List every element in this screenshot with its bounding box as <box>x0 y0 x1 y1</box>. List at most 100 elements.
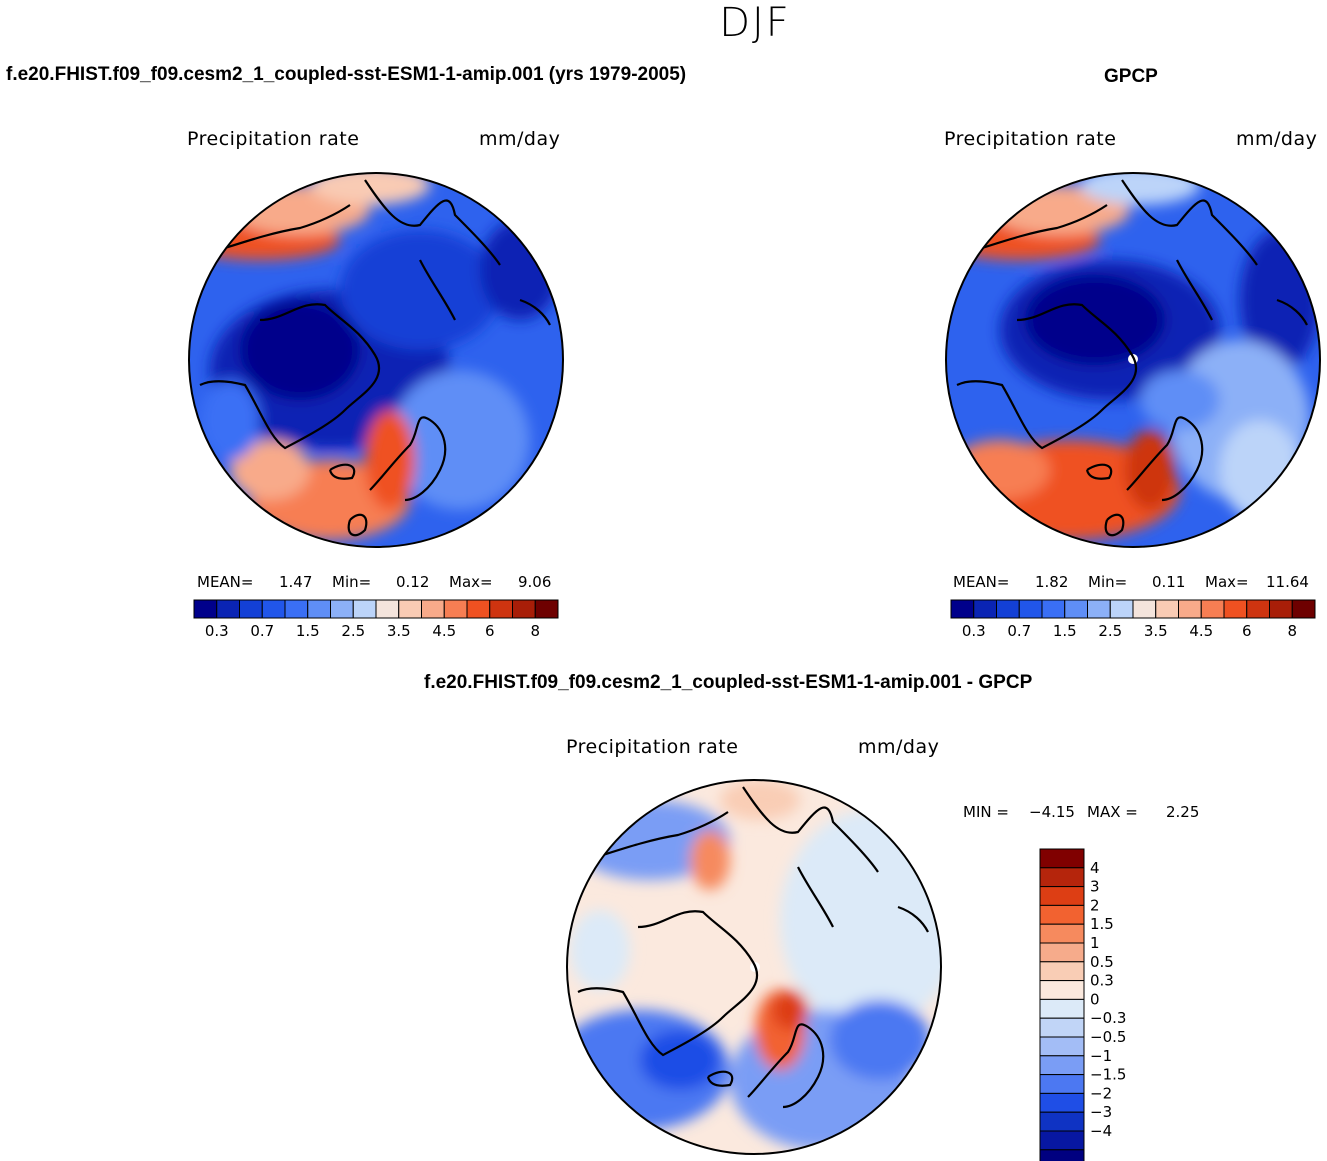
model-colorbar-swatch <box>466 599 491 619</box>
diff-colorbar-tick-label: 1 <box>1090 934 1100 952</box>
obs-colorbar-tick-label: 6 <box>1242 622 1252 640</box>
diff-min-label: MIN = <box>963 803 1009 821</box>
obs-mean-value: 1.82 <box>1035 573 1069 591</box>
model-colorbar-swatch <box>307 599 331 619</box>
model-colorbar-swatch <box>443 599 468 619</box>
model-colorbar-tick-label: 1.5 <box>296 622 320 640</box>
model-colorbar-tick-label: 3.5 <box>387 622 411 640</box>
diff-colorbar-tick-label: −3 <box>1090 1103 1112 1121</box>
model-colorbar-tick-label: 0.3 <box>205 622 229 640</box>
model-colorbar-swatch <box>421 599 445 619</box>
diff-colorbar-swatch <box>1039 980 1085 1000</box>
obs-colorbar-swatch <box>1087 599 1111 619</box>
obs-colorbar-swatch <box>1223 599 1248 619</box>
model-polar-map <box>188 172 564 548</box>
model-max-label: Max= <box>449 573 493 591</box>
obs-mean-label: MEAN= <box>953 573 1010 591</box>
model-colorbar-swatch <box>284 599 309 619</box>
diff-colorbar-swatch <box>1039 1149 1085 1161</box>
model-mean-value: 1.47 <box>279 573 313 591</box>
diff-colorbar-swatch <box>1039 848 1085 869</box>
obs-max-value: 11.64 <box>1266 573 1309 591</box>
diff-max-label: MAX = <box>1087 803 1138 821</box>
diff-colorbar-swatch <box>1039 1111 1085 1132</box>
diff-colorbar-swatch <box>1039 867 1085 888</box>
diff-colorbar-tick-label: 0.3 <box>1090 972 1114 990</box>
obs-colorbar-tick-label: 4.5 <box>1189 622 1213 640</box>
diff-colorbar-swatch <box>1039 1055 1085 1076</box>
obs-max-label: Max= <box>1205 573 1249 591</box>
diff-colorbar-swatch <box>1039 1074 1085 1094</box>
diff-colorbar-tick-label: −0.3 <box>1090 1009 1126 1027</box>
diff-colorbar-swatch <box>1039 961 1085 982</box>
season-title: DJF <box>719 0 791 46</box>
model-colorbar-tick-label: 6 <box>485 622 495 640</box>
obs-colorbar-tick-label: 3.5 <box>1144 622 1168 640</box>
obs-colorbar-swatch <box>996 599 1020 619</box>
diff-colorbar-swatch <box>1039 1017 1085 1038</box>
obs-colorbar-swatch <box>1155 599 1179 619</box>
model-min-value: 0.12 <box>396 573 430 591</box>
diff-variable-label: Precipitation rate <box>566 736 739 758</box>
obs-colorbar-swatch <box>1018 599 1043 619</box>
obs-units-label: mm/day <box>1236 128 1318 150</box>
obs-colorbar-tick-label: 2.5 <box>1098 622 1122 640</box>
diff-colorbar-swatch <box>1039 942 1085 963</box>
obs-colorbar-swatch <box>950 599 975 619</box>
model-min-label: Min= <box>332 573 372 591</box>
model-max-value: 9.06 <box>518 573 552 591</box>
model-colorbar-tick-label: 2.5 <box>341 622 365 640</box>
obs-colorbar-swatch <box>1109 599 1134 619</box>
diff-colorbar-swatch <box>1039 1092 1085 1113</box>
diff-colorbar-swatch <box>1039 1130 1085 1151</box>
obs-panel-title: GPCP <box>1104 66 1158 87</box>
diff-colorbar-tick-label: −1 <box>1090 1047 1112 1065</box>
obs-colorbar-swatch <box>1291 599 1316 619</box>
model-units-label: mm/day <box>479 128 561 150</box>
diff-polar-map <box>566 779 942 1155</box>
obs-min-label: Min= <box>1088 573 1128 591</box>
model-colorbar-swatch <box>261 599 286 619</box>
model-colorbar-swatch <box>193 599 218 619</box>
model-colorbar-tick-label: 8 <box>530 622 540 640</box>
model-colorbar-swatch <box>398 599 422 619</box>
obs-colorbar: 0.3 0.7 1.5 2.5 3.5 4.5 6 8 <box>950 599 1316 640</box>
diff-colorbar-tick-label: 0 <box>1090 990 1100 1008</box>
obs-min-value: 0.11 <box>1152 573 1186 591</box>
diff-min-value: −4.15 <box>1029 803 1075 821</box>
obs-colorbar-tick-label: 0.3 <box>962 622 986 640</box>
obs-colorbar-tick-label: 0.7 <box>1007 622 1031 640</box>
model-mean-label: MEAN= <box>197 573 254 591</box>
obs-colorbar-swatch <box>1269 599 1293 619</box>
model-colorbar-tick-label: 4.5 <box>432 622 456 640</box>
diff-colorbar-tick-label: 3 <box>1090 878 1100 896</box>
obs-colorbar-swatch <box>1200 599 1225 619</box>
model-variable-label: Precipitation rate <box>187 128 360 150</box>
model-colorbar: 0.3 0.7 1.5 2.5 3.5 4.5 6 8 <box>193 599 559 640</box>
diff-panel-title: f.e20.FHIST.f09_f09.cesm2_1_coupled-sst-… <box>424 672 1033 693</box>
obs-variable-label: Precipitation rate <box>944 128 1117 150</box>
diff-colorbar-swatch <box>1039 998 1085 1019</box>
diff-colorbar-tick-label: −2 <box>1090 1084 1112 1102</box>
model-colorbar-swatch <box>375 599 400 619</box>
diff-colorbar-tick-label: 1.5 <box>1090 915 1114 933</box>
diff-colorbar-swatch <box>1039 923 1085 944</box>
model-colorbar-swatch <box>489 599 513 619</box>
model-colorbar-swatch <box>352 599 377 619</box>
diff-colorbar-tick-label: 0.5 <box>1090 953 1114 971</box>
obs-colorbar-swatch <box>1041 599 1066 619</box>
obs-colorbar-swatch <box>973 599 997 619</box>
diff-colorbar-swatch <box>1039 886 1085 906</box>
diff-colorbar-tick-label: −0.5 <box>1090 1028 1126 1046</box>
obs-colorbar-swatch <box>1064 599 1088 619</box>
obs-colorbar-swatch <box>1178 599 1202 619</box>
diff-colorbar-tick-label: 2 <box>1090 896 1100 914</box>
obs-colorbar-tick-label: 8 <box>1287 622 1297 640</box>
model-colorbar-swatch <box>239 599 263 619</box>
diff-colorbar-tick-label: −1.5 <box>1090 1066 1126 1084</box>
obs-colorbar-swatch <box>1246 599 1270 619</box>
model-colorbar-swatch <box>512 599 536 619</box>
diff-colorbar-swatch <box>1039 904 1085 925</box>
